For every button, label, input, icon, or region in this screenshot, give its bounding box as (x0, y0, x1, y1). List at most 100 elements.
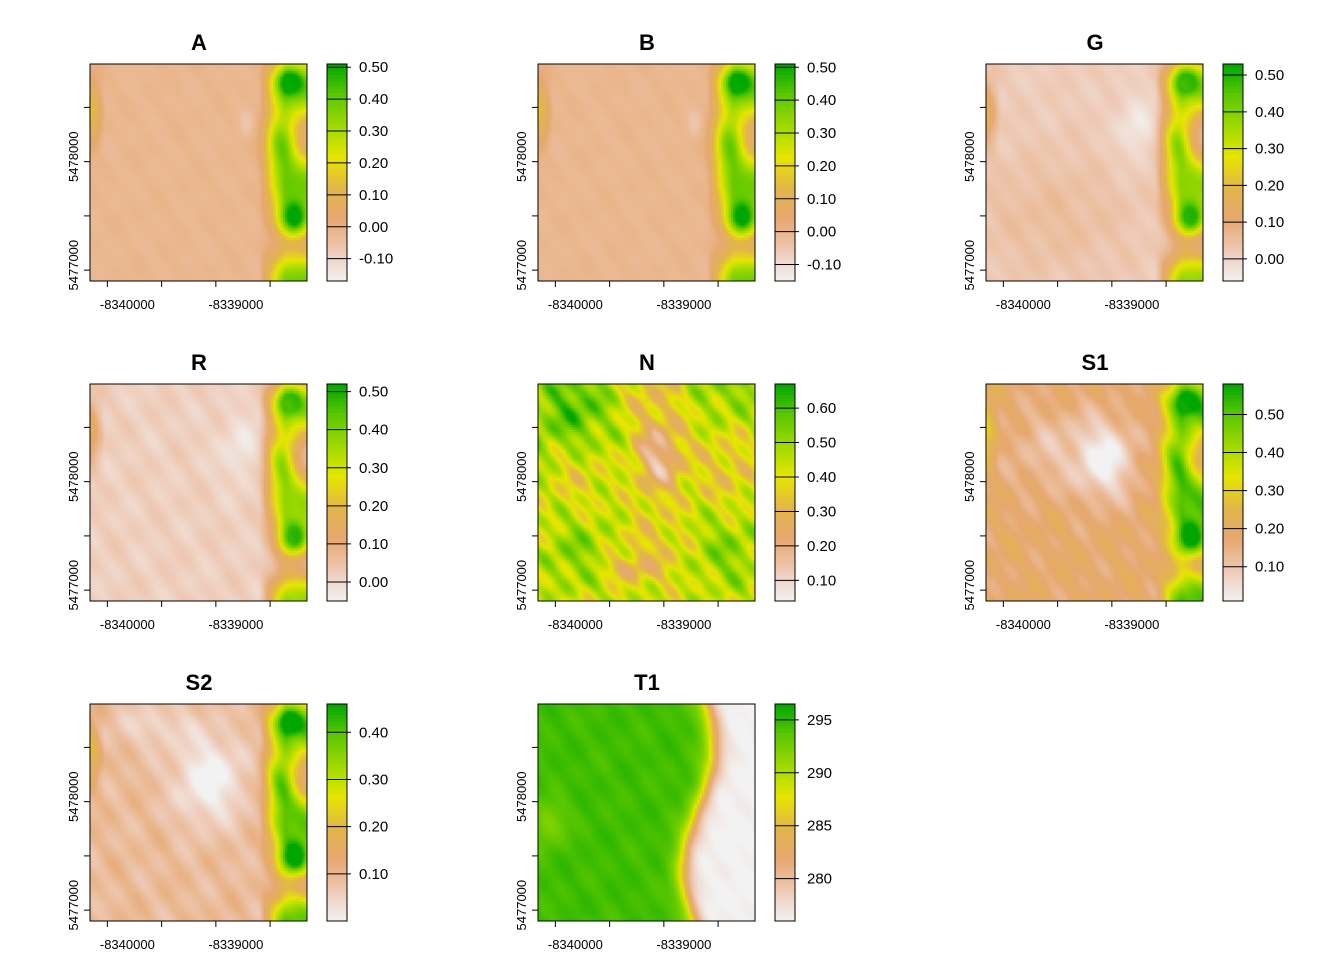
raster-cell (225, 74, 228, 77)
raster-cell (225, 91, 228, 94)
raster-cell (215, 105, 218, 108)
raster-cell (273, 78, 276, 81)
raster-cell (145, 74, 148, 77)
raster-cell (268, 74, 271, 77)
raster-cell (300, 83, 303, 86)
raster-cell (244, 103, 247, 106)
raster-cell (247, 69, 250, 72)
raster-cell (121, 91, 124, 94)
raster-cell (148, 105, 151, 108)
raster-cell (218, 95, 221, 98)
raster-cell (218, 100, 221, 103)
raster-cell (100, 95, 103, 98)
raster-cell (206, 86, 209, 89)
raster-cell (145, 93, 148, 96)
raster-cell (259, 88, 262, 91)
raster-cell (230, 98, 233, 101)
raster-cell (117, 100, 120, 103)
raster-cell (92, 74, 95, 77)
raster-cell (220, 88, 223, 91)
raster-cell (102, 76, 105, 79)
raster-cell (208, 103, 211, 106)
raster-cell (165, 69, 168, 72)
raster-cell (143, 69, 146, 72)
raster-cell (119, 93, 122, 96)
raster-cell (256, 88, 259, 91)
raster-cell (280, 74, 283, 77)
raster-cell (285, 93, 288, 96)
raster-cell (288, 103, 291, 106)
raster-cell (242, 103, 245, 106)
raster-cell (172, 81, 175, 84)
raster-cell (278, 78, 281, 81)
raster-cell (191, 88, 194, 91)
raster-cell (162, 98, 165, 101)
raster-cell (124, 83, 127, 86)
raster-cell (215, 83, 218, 86)
raster-cell (280, 91, 283, 94)
raster-cell (138, 103, 141, 106)
raster-cell (206, 98, 209, 101)
raster-cell (232, 86, 235, 89)
raster-cell (186, 93, 189, 96)
raster-cell (153, 105, 156, 108)
raster-cell (136, 83, 139, 86)
raster-cell (213, 76, 216, 79)
raster-cell (237, 74, 240, 77)
raster-cell (162, 66, 165, 69)
raster-cell (138, 95, 141, 98)
raster-cell (174, 81, 177, 84)
raster-cell (104, 91, 107, 94)
raster-cell (201, 88, 204, 91)
raster-cell (211, 93, 214, 96)
raster-cell (223, 93, 226, 96)
raster-cell (273, 103, 276, 106)
raster-cell (133, 74, 136, 77)
raster-cell (133, 69, 136, 72)
raster-cell (138, 69, 141, 72)
raster-cell (290, 81, 293, 84)
raster-cell (215, 76, 218, 79)
raster-cell (170, 71, 173, 74)
raster-cell (148, 78, 151, 81)
raster-cell (119, 98, 122, 101)
raster-cell (196, 76, 199, 79)
raster-cell (179, 105, 182, 108)
raster-cell (264, 95, 267, 98)
raster-cell (285, 71, 288, 74)
raster-cell (131, 93, 134, 96)
raster-cell (232, 100, 235, 103)
raster-cell (285, 95, 288, 98)
raster-cell (97, 78, 100, 81)
raster-cell (259, 93, 262, 96)
raster-cell (162, 93, 165, 96)
raster-cell (239, 78, 242, 81)
raster-cell (211, 83, 214, 86)
raster-cell (189, 78, 192, 81)
raster-cell (184, 105, 187, 108)
raster-cell (196, 66, 199, 69)
raster-cell (302, 98, 305, 101)
raster-cell (182, 88, 185, 91)
raster-cell (143, 83, 146, 86)
raster-cell (129, 93, 132, 96)
raster-cell (141, 74, 144, 77)
raster-cell (297, 93, 300, 96)
raster-cell (230, 86, 233, 89)
raster-cell (249, 98, 252, 101)
raster-cell (95, 78, 98, 81)
raster-cell (167, 103, 170, 106)
raster-cell (184, 71, 187, 74)
raster-cell (290, 71, 293, 74)
raster-cell (170, 103, 173, 106)
raster-cell (266, 66, 269, 69)
raster-cell (160, 100, 163, 103)
raster-cell (165, 93, 168, 96)
raster-cell (179, 69, 182, 72)
raster-cell (167, 98, 170, 101)
raster-cell (261, 100, 264, 103)
raster-cell (218, 103, 221, 106)
raster-cell (295, 91, 298, 94)
raster-cell (109, 83, 112, 86)
raster-cell (268, 83, 271, 86)
